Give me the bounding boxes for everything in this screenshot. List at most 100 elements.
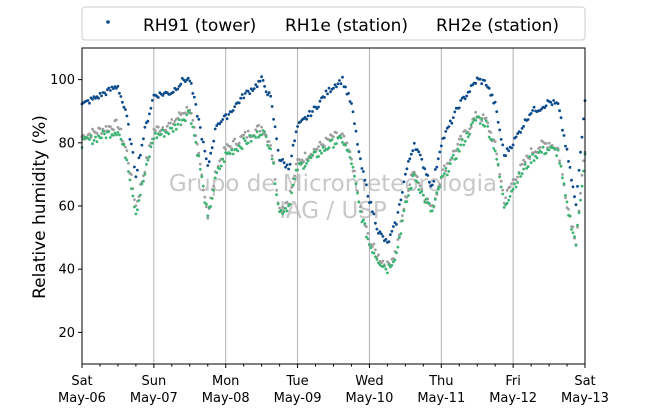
data-point <box>252 87 256 90</box>
x-tick-label-date: May-10 <box>345 391 393 406</box>
data-point <box>362 170 365 173</box>
data-point <box>231 152 235 156</box>
data-point <box>329 90 332 94</box>
series-0 <box>80 75 587 244</box>
data-point <box>198 167 202 171</box>
data-point <box>390 264 394 267</box>
data-point <box>206 216 210 220</box>
data-point <box>212 188 216 192</box>
data-point <box>240 93 244 96</box>
data-point <box>242 96 246 100</box>
legend-frame <box>81 6 586 41</box>
data-point <box>420 190 424 193</box>
data-point <box>468 132 472 136</box>
data-point <box>483 79 487 82</box>
data-point <box>242 133 246 137</box>
data-point <box>450 156 454 160</box>
data-point <box>171 90 175 94</box>
data-point <box>544 142 548 145</box>
data-point <box>356 189 359 193</box>
data-point <box>498 128 502 132</box>
data-point <box>463 139 467 143</box>
data-point <box>134 175 138 179</box>
data-point <box>347 92 350 95</box>
data-point <box>439 144 443 148</box>
data-point <box>420 157 424 161</box>
data-point <box>353 122 356 125</box>
data-point <box>436 187 440 191</box>
data-point <box>481 113 485 116</box>
data-point <box>309 114 313 118</box>
data-point <box>544 151 548 155</box>
data-point <box>101 129 105 133</box>
data-point <box>486 121 490 125</box>
data-point <box>511 143 515 147</box>
data-point <box>126 122 130 126</box>
data-point <box>351 110 355 114</box>
data-point <box>420 187 424 191</box>
data-point <box>405 196 409 199</box>
data-point <box>335 142 338 145</box>
data-point <box>151 141 154 145</box>
data-point <box>510 146 513 150</box>
data-point <box>161 126 165 129</box>
data-point <box>339 82 343 86</box>
data-point <box>164 128 168 132</box>
data-point <box>466 135 470 139</box>
data-point <box>577 168 581 172</box>
data-point <box>407 160 410 163</box>
data-point <box>448 162 452 166</box>
data-point <box>365 183 368 187</box>
data-point <box>409 186 413 190</box>
data-point <box>204 205 208 209</box>
data-point <box>197 117 201 121</box>
data-point <box>514 135 518 139</box>
data-point <box>381 259 385 263</box>
data-point <box>490 138 494 142</box>
data-point <box>98 91 102 95</box>
data-point <box>94 135 97 139</box>
data-point <box>272 162 275 165</box>
data-point <box>354 129 358 133</box>
data-point <box>131 194 135 198</box>
data-point <box>285 209 289 213</box>
data-point <box>457 106 461 110</box>
data-point <box>251 89 255 92</box>
data-point <box>495 152 499 156</box>
data-point <box>460 138 464 142</box>
data-point <box>495 110 499 113</box>
data-point <box>493 140 497 144</box>
data-point <box>119 137 123 141</box>
data-point <box>130 173 133 176</box>
data-point <box>248 134 252 137</box>
data-point <box>341 141 344 144</box>
data-point <box>222 160 226 164</box>
data-point <box>231 139 235 143</box>
data-point <box>112 87 115 91</box>
data-point <box>233 105 237 108</box>
data-point <box>417 150 421 154</box>
data-point <box>483 124 487 128</box>
data-point <box>145 163 148 166</box>
data-point <box>478 122 482 125</box>
data-point <box>152 137 156 141</box>
data-point <box>514 178 518 182</box>
data-point <box>453 110 457 114</box>
data-point <box>562 182 566 186</box>
data-point <box>227 113 231 116</box>
data-point <box>176 122 180 126</box>
data-point <box>510 189 513 193</box>
data-point <box>347 150 350 153</box>
data-point <box>100 136 103 140</box>
data-point <box>92 139 96 142</box>
data-point <box>442 136 446 140</box>
data-point <box>396 211 400 214</box>
data-point <box>457 137 461 141</box>
data-point <box>284 207 287 210</box>
data-point <box>272 117 275 121</box>
data-point <box>442 172 446 175</box>
data-point <box>404 172 407 176</box>
data-point <box>142 137 145 141</box>
data-point <box>516 181 519 184</box>
data-point <box>177 118 181 122</box>
